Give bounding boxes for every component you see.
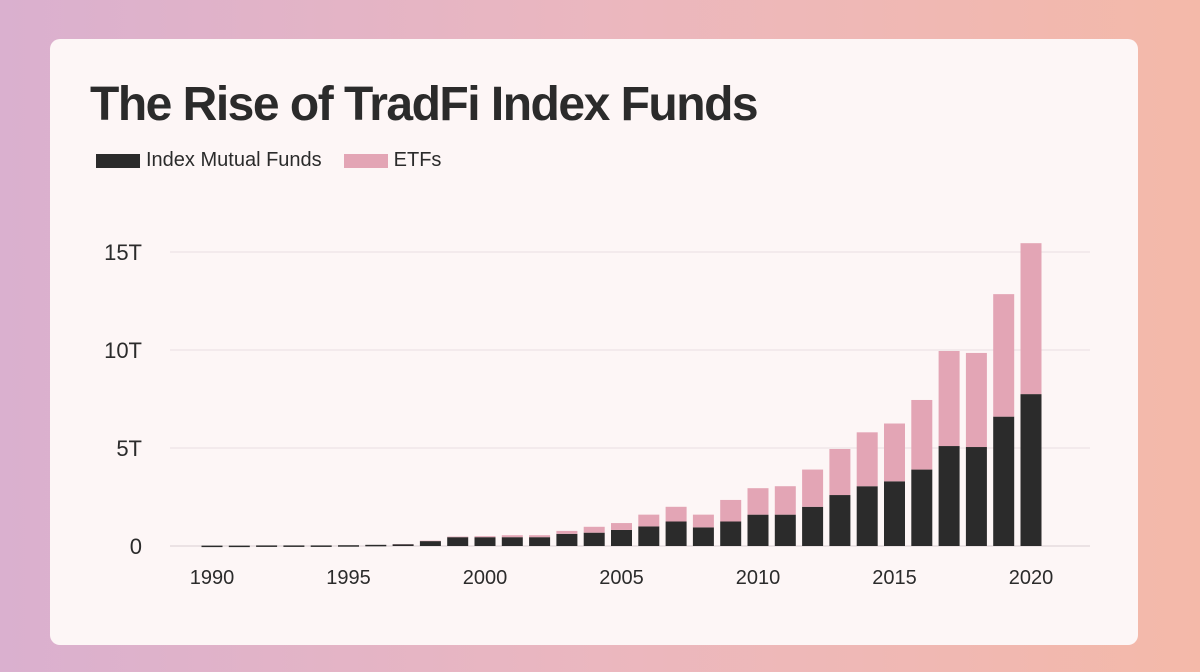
bar-etfs-2020 (1020, 243, 1042, 395)
bar-index-mutual-funds-1998 (419, 541, 441, 546)
bar-index-mutual-funds-1993 (283, 545, 305, 547)
bar-index-mutual-funds-2013 (829, 495, 851, 546)
bar-index-mutual-funds-2014 (856, 486, 878, 546)
bar-etfs-2005 (611, 523, 632, 530)
bar-index-mutual-funds-2017 (938, 446, 960, 546)
bar-index-mutual-funds-2008 (692, 527, 714, 546)
legend-swatch-etfs (343, 153, 388, 168)
bar-etfs-2008 (692, 514, 714, 528)
bar-index-mutual-funds-2003 (556, 533, 578, 546)
y-tick-label: 5T (116, 436, 142, 461)
bar-index-mutual-funds-1992 (256, 545, 278, 547)
stacked-bar-chart: 0 5T 10T 15T 1990 1995 2000 2005 2010 2015 2020 (104, 240, 1090, 589)
bar-etfs-2009 (720, 499, 742, 522)
bar-index-mutual-funds-2009 (720, 521, 742, 546)
legend-item-index-mutual-funds: Index Mutual Funds (96, 149, 322, 172)
bar-index-mutual-funds-2004 (583, 532, 605, 546)
bar-index-mutual-funds-1999 (447, 537, 469, 546)
bar-index-mutual-funds-2001 (501, 537, 523, 546)
bar-etfs-2006 (638, 514, 660, 527)
bar-etfs-2001 (501, 535, 523, 538)
bar-index-mutual-funds-2000 (474, 537, 496, 546)
x-tick-label: 2000 (463, 567, 508, 589)
bar-etfs-2019 (993, 294, 1015, 417)
bar-etfs-2018 (965, 352, 987, 448)
bar-etfs-2014 (856, 432, 878, 487)
chart-title: The Rise of TradFi Index Funds (90, 78, 759, 131)
legend-item-etfs: ETFs (343, 149, 442, 172)
bar-etfs-2000 (474, 536, 496, 538)
legend-swatch-index-mutual-funds (96, 153, 140, 168)
bar-index-mutual-funds-2010 (747, 514, 769, 546)
bar-index-mutual-funds-1996 (365, 544, 387, 547)
bar-etfs-2004 (583, 526, 605, 533)
bar-index-mutual-funds-2020 (1020, 394, 1042, 546)
bar-etfs-2013 (829, 448, 851, 496)
y-tick-label: 10T (104, 338, 142, 363)
legend-label-index-mutual-funds: Index Mutual Funds (146, 149, 322, 171)
bar-index-mutual-funds-2012 (802, 506, 824, 546)
chart-legend: Index Mutual Funds ETFs (96, 149, 463, 172)
bar-index-mutual-funds-2006 (638, 526, 660, 546)
bar-index-mutual-funds-1997 (392, 544, 414, 546)
x-tick-label: 2010 (736, 567, 781, 589)
legend-label-etfs: ETFs (393, 149, 442, 171)
bar-etfs-2017 (938, 350, 960, 447)
bar-index-mutual-funds-2016 (911, 469, 933, 546)
bar-index-mutual-funds-2005 (611, 529, 632, 546)
bar-index-mutual-funds-2011 (774, 514, 796, 546)
x-tick-label: 1995 (326, 567, 371, 589)
chart-card: The Rise of TradFi Index Funds Index Mut… (50, 39, 1138, 645)
bar-index-mutual-funds-1991 (228, 545, 250, 548)
bar-index-mutual-funds-1990 (201, 545, 223, 548)
bar-etfs-2011 (774, 486, 796, 515)
bar-index-mutual-funds-2018 (965, 447, 987, 546)
bar-etfs-2012 (802, 469, 824, 507)
bar-index-mutual-funds-2019 (993, 416, 1015, 546)
bar-etfs-2003 (556, 530, 578, 534)
y-tick-label: 0 (130, 534, 142, 559)
bar-index-mutual-funds-1994 (310, 545, 332, 547)
bar-etfs-2016 (911, 399, 933, 470)
bar-index-mutual-funds-1995 (338, 545, 359, 547)
bar-etfs-2002 (529, 535, 551, 538)
bar-etfs-2010 (747, 488, 769, 515)
bar-index-mutual-funds-2007 (665, 521, 687, 546)
bar-index-mutual-funds-2015 (884, 481, 905, 546)
bar-index-mutual-funds-2002 (529, 537, 551, 546)
bar-etfs-2007 (665, 506, 687, 522)
x-tick-label: 1990 (190, 567, 235, 589)
bar-etfs-1999 (447, 536, 469, 538)
bar-etfs-2015 (884, 423, 905, 482)
y-tick-label: 15T (104, 240, 142, 265)
x-tick-label: 2005 (599, 567, 644, 589)
x-tick-label: 2020 (1009, 567, 1054, 589)
x-tick-label: 2015 (872, 567, 917, 589)
